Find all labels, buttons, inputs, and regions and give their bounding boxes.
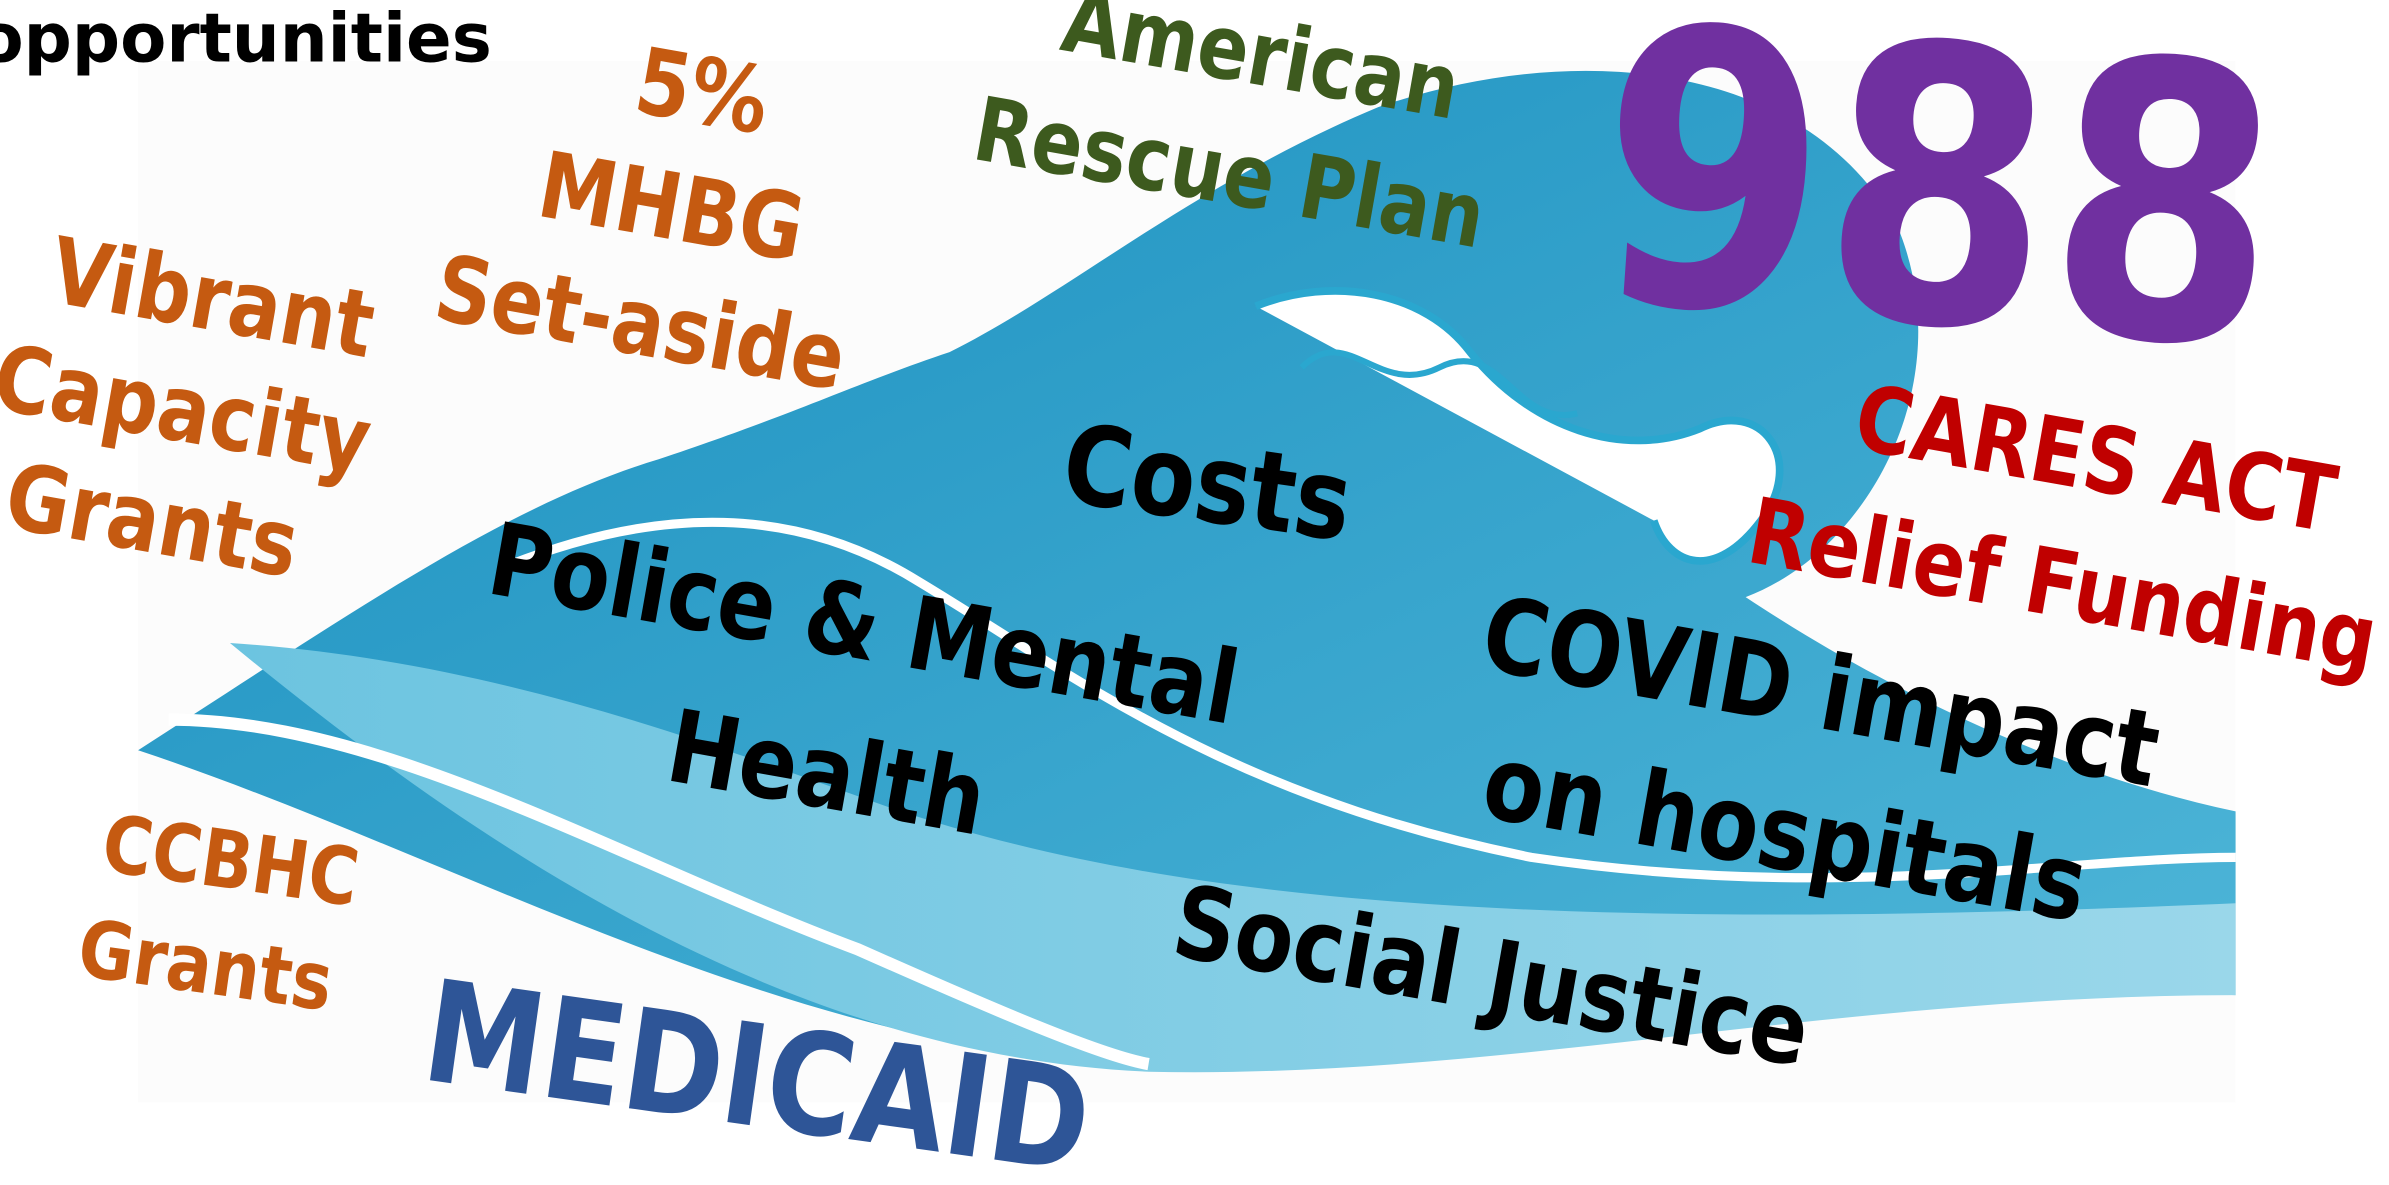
page-title: opportunities (0, 0, 492, 77)
page: opportunities 5%MHBGSet-asideAmericanRes… (0, 0, 2389, 1185)
word-line: 988 (1584, 0, 2293, 435)
word: 988 (1584, 0, 2293, 435)
word-line: 5% (628, 28, 777, 156)
